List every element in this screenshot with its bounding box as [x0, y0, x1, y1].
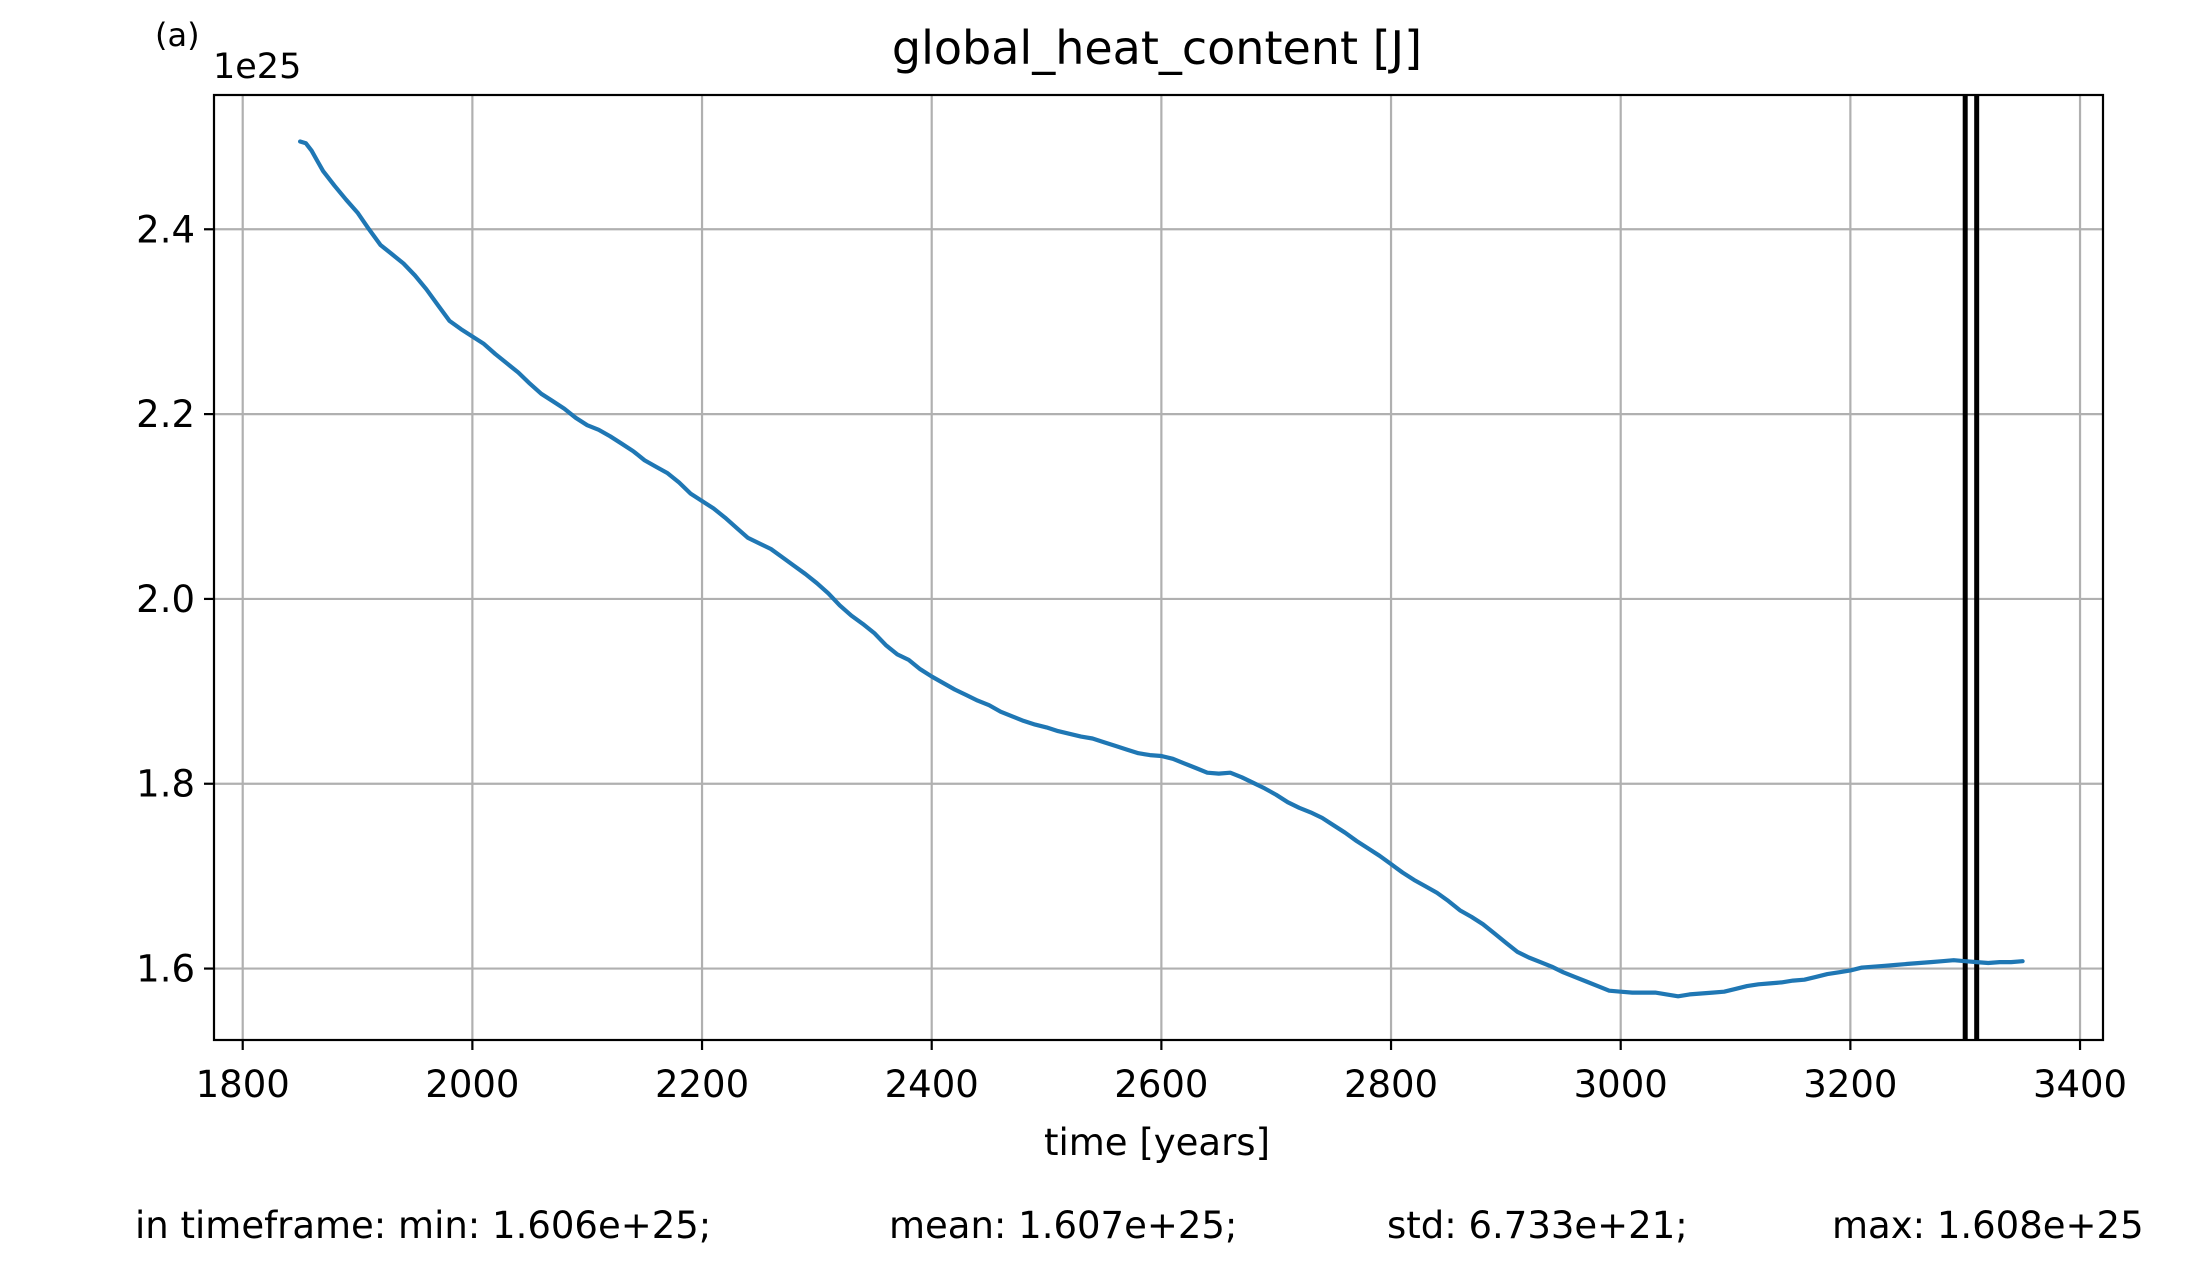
y-ticks: 1.6 1.8 2.0 2.2 2.4: [136, 208, 214, 991]
series-line: [298, 139, 2025, 999]
chart-title: global_heat_content [J]: [892, 21, 1422, 75]
x-tick-label: 2200: [655, 1063, 749, 1106]
x-tick-label: 2800: [1344, 1063, 1438, 1106]
x-tick-label: 2000: [425, 1063, 519, 1106]
x-tick-label: 3000: [1574, 1063, 1668, 1106]
stat-min: in timeframe: min: 1.606e+25;: [135, 1204, 711, 1247]
y-tick-label: 2.4: [136, 208, 195, 251]
x-axis-label: time [years]: [1044, 1121, 1270, 1164]
y-tick-label: 2.0: [136, 578, 195, 621]
x-tick-label: 3200: [1803, 1063, 1897, 1106]
y-offset-label: 1e25: [213, 47, 301, 87]
vertical-markers: [1962, 95, 1980, 1040]
x-tick-label: 2600: [1114, 1063, 1208, 1106]
y-tick-label: 2.2: [136, 393, 195, 436]
stat-max: max: 1.608e+25: [1832, 1204, 2144, 1247]
x-tick-label: 3400: [2033, 1063, 2127, 1106]
stat-mean: mean: 1.607e+25;: [889, 1204, 1237, 1247]
plot-frame: [212, 93, 2105, 1042]
panel-label: (a): [155, 16, 200, 54]
y-tick-label: 1.6: [136, 948, 195, 991]
stat-std: std: 6.733e+21;: [1387, 1204, 1688, 1247]
series-layer: [298, 139, 2025, 999]
grid-lines: [214, 95, 2103, 1040]
x-tick-label: 1800: [196, 1063, 290, 1106]
y-tick-label: 1.8: [136, 763, 195, 806]
x-tick-label: 2400: [885, 1063, 979, 1106]
x-ticks: 1800 2000 2200 2400 2600 2800 3000 3200 3400: [196, 1040, 2127, 1106]
